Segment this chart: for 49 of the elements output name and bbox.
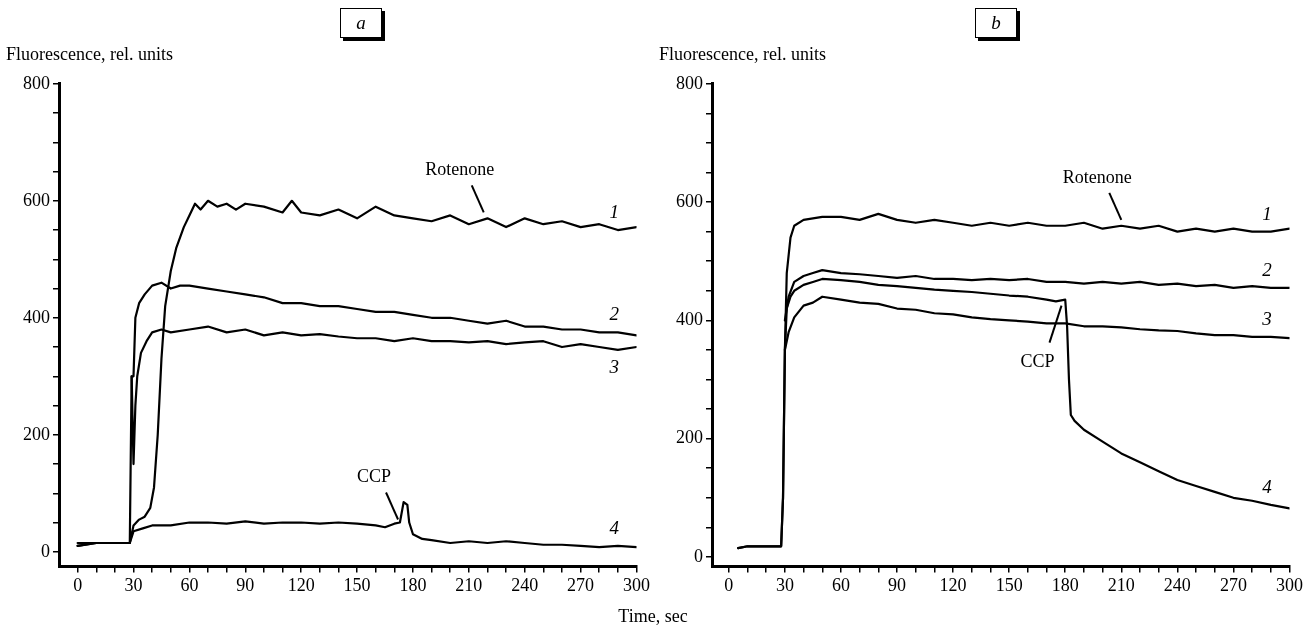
series-label: 1	[609, 201, 619, 223]
x-tick-label: 60	[831, 574, 850, 595]
series-label: 2	[609, 303, 620, 325]
series-label: 3	[1261, 307, 1272, 329]
annotation: Rotenone	[425, 159, 495, 180]
x-tick-label: 120	[939, 574, 967, 595]
series-label: 4	[1262, 475, 1273, 497]
y-tick-label: 200	[23, 423, 50, 444]
y-tick-label: 0	[694, 545, 703, 566]
y-axis-title: Fluorescence, rel. units	[659, 44, 826, 65]
annotation: CCP	[1020, 351, 1055, 372]
x-tick-label: 60	[180, 574, 199, 595]
x-tick-label: 240	[511, 574, 539, 595]
y-tick-label: 800	[23, 72, 50, 93]
y-tick-label: 400	[676, 309, 703, 330]
x-tick-label: 210	[1107, 574, 1135, 595]
annotation: CCP	[357, 466, 392, 487]
x-tick-label: 240	[1163, 574, 1191, 595]
chart-title: a	[340, 8, 382, 38]
y-tick-label: 600	[23, 189, 50, 210]
y-tick-label: 200	[676, 427, 703, 448]
x-axis-title: Time, sec	[617, 606, 689, 627]
x-tick-label: 120	[287, 574, 315, 595]
x-tick-label: 210	[455, 574, 483, 595]
x-tick-label: 300	[1276, 574, 1303, 595]
x-tick-label: 0	[724, 574, 734, 595]
y-tick-label: 600	[676, 190, 703, 211]
x-tick-label: 30	[124, 574, 143, 595]
series-label: 4	[609, 516, 620, 538]
y-axis-title: Fluorescence, rel. units	[6, 44, 173, 65]
x-tick-label: 150	[995, 574, 1023, 595]
x-tick-label: 270	[567, 574, 595, 595]
y-tick-label: 400	[23, 306, 50, 327]
x-tick-label: 180	[399, 574, 427, 595]
y-tick-label: 800	[676, 72, 703, 93]
x-tick-label: 30	[775, 574, 794, 595]
series-label: 1	[1262, 202, 1272, 224]
x-tick-label: 300	[623, 574, 650, 595]
chart-title: b	[975, 8, 1017, 38]
y-tick-label: 0	[41, 540, 50, 561]
series-label: 2	[1262, 258, 1273, 280]
x-tick-label: 150	[343, 574, 371, 595]
x-tick-label: 0	[73, 574, 83, 595]
x-tick-label: 90	[888, 574, 907, 595]
series-label: 3	[608, 355, 619, 377]
x-tick-label: 180	[1051, 574, 1079, 595]
x-tick-label: 90	[236, 574, 255, 595]
annotation: Rotenone	[1062, 166, 1132, 187]
x-tick-label: 270	[1219, 574, 1247, 595]
